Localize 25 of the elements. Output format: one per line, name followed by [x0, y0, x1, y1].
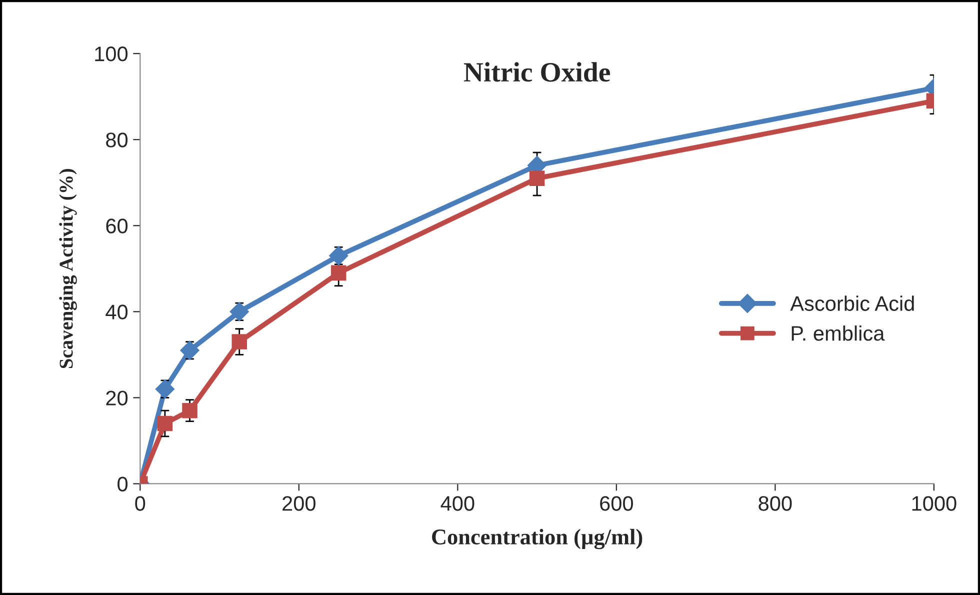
- point: [330, 265, 346, 281]
- x-tick-label: 600: [600, 496, 633, 511]
- y-tick-label: 100: [95, 46, 128, 62]
- legend-label: P. emblica: [792, 325, 885, 341]
- point: [157, 416, 173, 432]
- point: [232, 334, 248, 350]
- point: [230, 302, 249, 322]
- y-tick-label: 40: [106, 304, 128, 320]
- legend-label: Ascorbic Acid: [790, 296, 914, 311]
- point: [182, 402, 198, 418]
- y-tick-label: 0: [118, 476, 128, 492]
- x-tick-label: 800: [758, 496, 792, 511]
- point: [155, 380, 174, 399]
- y-tick-label: 80: [106, 132, 128, 148]
- x-tick-label: 400: [440, 496, 474, 511]
- point: [329, 246, 348, 266]
- x-axis-title: Concentration (µg/ml): [432, 528, 642, 550]
- y-axis-title: Scavenging Activity (%): [59, 169, 77, 368]
- point: [180, 340, 200, 360]
- chart-title: Nitric Oxide: [464, 62, 610, 82]
- y-tick-label: 60: [106, 218, 128, 234]
- x-tick-label: 200: [282, 496, 316, 511]
- x-tick-label: 0: [135, 496, 146, 511]
- y-tick-label: 20: [106, 390, 128, 406]
- x-tick-label: 1000: [912, 496, 956, 511]
